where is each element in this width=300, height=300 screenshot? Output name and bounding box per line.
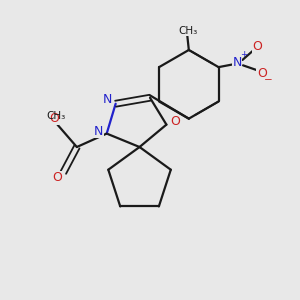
Text: O: O <box>49 112 59 124</box>
Text: O: O <box>252 40 262 53</box>
Text: O: O <box>257 67 267 80</box>
Text: N: N <box>232 56 242 69</box>
Text: +: + <box>240 50 247 59</box>
Text: O: O <box>170 115 180 128</box>
Text: CH₃: CH₃ <box>46 111 66 121</box>
Text: N: N <box>103 93 112 106</box>
Text: CH₃: CH₃ <box>178 26 197 36</box>
Text: −: − <box>264 75 273 85</box>
Text: O: O <box>52 171 62 184</box>
Text: N: N <box>94 125 103 138</box>
